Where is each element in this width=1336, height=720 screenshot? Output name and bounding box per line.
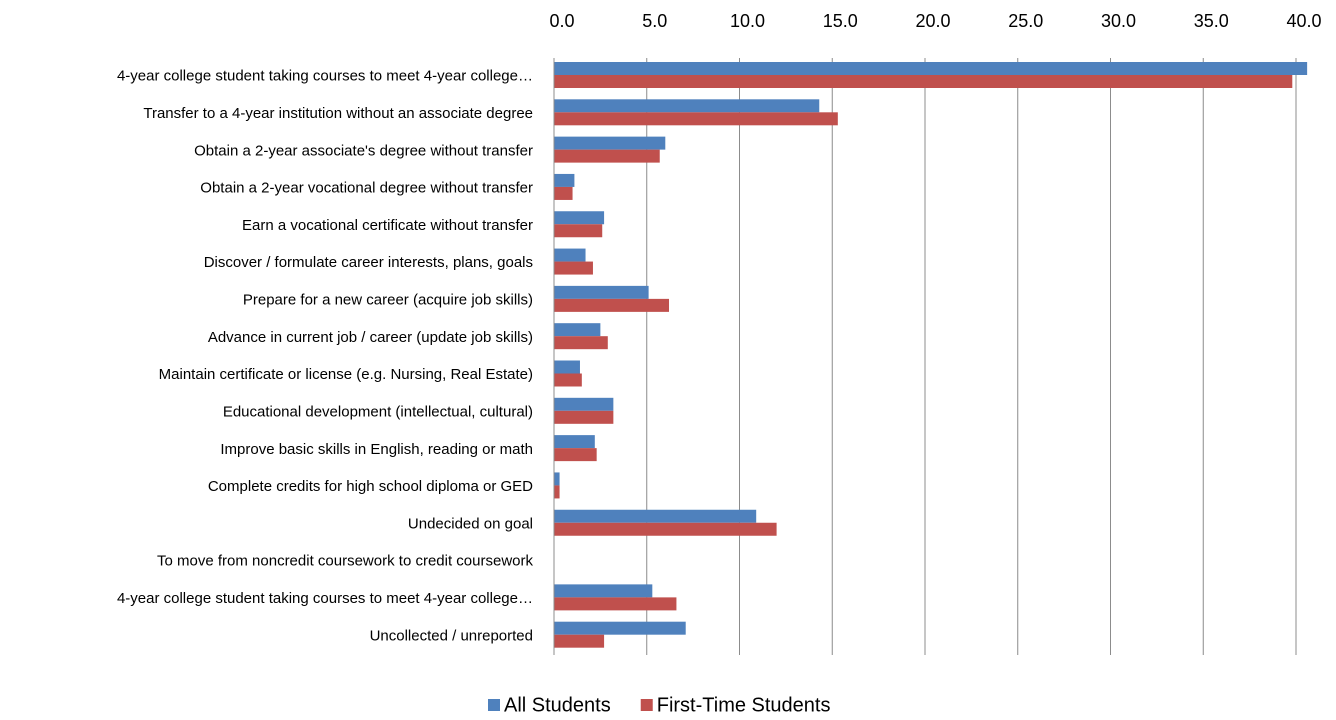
bar xyxy=(554,621,686,635)
y-tick-label: Undecided on goal xyxy=(408,515,533,532)
bar xyxy=(554,224,603,238)
y-tick-label: Earn a vocational certificate without tr… xyxy=(242,217,533,234)
y-tick-label: Educational development (intellectual, c… xyxy=(223,403,533,420)
x-tick-label: 20.0 xyxy=(915,11,950,31)
legend-swatch xyxy=(640,699,653,711)
bar xyxy=(554,435,595,449)
y-tick-label: 4-year college student taking courses to… xyxy=(117,590,533,607)
legend-label: First-Time Students xyxy=(657,694,831,715)
legend-label: All Students xyxy=(504,694,611,715)
bar xyxy=(554,261,593,275)
y-tick-label: Obtain a 2-year associate's degree witho… xyxy=(194,142,533,159)
y-tick-label: To move from noncredit coursework to cre… xyxy=(157,553,533,570)
x-tick-label: 25.0 xyxy=(1008,11,1043,31)
y-tick-label: Maintain certificate or license (e.g. Nu… xyxy=(159,366,533,383)
bar xyxy=(554,211,605,225)
bar xyxy=(554,75,1293,88)
y-tick-label: Obtain a 2-year vocational degree withou… xyxy=(200,180,533,197)
x-tick-label: 35.0 xyxy=(1194,11,1229,31)
x-tick-label: 30.0 xyxy=(1101,11,1136,31)
bar xyxy=(554,285,649,299)
x-tick-label: 5.0 xyxy=(642,11,667,31)
y-tick-label: Transfer to a 4-year institution without… xyxy=(143,105,533,122)
y-tick-label: Uncollected / unreported xyxy=(370,627,533,644)
x-tick-label: 40.0 xyxy=(1286,11,1321,31)
bar xyxy=(554,323,601,337)
bar xyxy=(554,472,560,486)
bar xyxy=(554,448,597,462)
bar xyxy=(554,597,677,611)
bar xyxy=(554,248,586,262)
bar xyxy=(554,509,757,523)
bar xyxy=(554,397,614,411)
bar xyxy=(554,99,820,113)
y-tick-label: Improve basic skills in English, reading… xyxy=(220,441,533,458)
bar xyxy=(554,410,614,424)
bar xyxy=(554,373,582,387)
bar xyxy=(554,584,653,598)
bar xyxy=(554,173,575,187)
bar xyxy=(554,360,580,374)
bar xyxy=(554,186,573,200)
legend-swatch xyxy=(488,699,500,711)
y-tick-label: Complete credits for high school diploma… xyxy=(208,478,533,495)
bar xyxy=(554,336,608,350)
bar xyxy=(554,62,1308,75)
x-tick-label: 15.0 xyxy=(823,11,858,31)
y-tick-label: 4-year college student taking courses to… xyxy=(117,68,533,85)
bar xyxy=(554,149,660,163)
bar xyxy=(554,522,777,536)
y-tick-label: Advance in current job / career (update … xyxy=(208,329,533,346)
bar xyxy=(554,634,605,648)
x-tick-label: 0.0 xyxy=(549,11,574,31)
x-tick-label: 10.0 xyxy=(730,11,765,31)
bar xyxy=(554,298,670,312)
bar xyxy=(554,136,666,150)
y-tick-label: Prepare for a new career (acquire job sk… xyxy=(243,292,533,309)
bar xyxy=(554,112,838,126)
bar xyxy=(554,485,560,499)
y-tick-label: Discover / formulate career interests, p… xyxy=(204,254,533,271)
